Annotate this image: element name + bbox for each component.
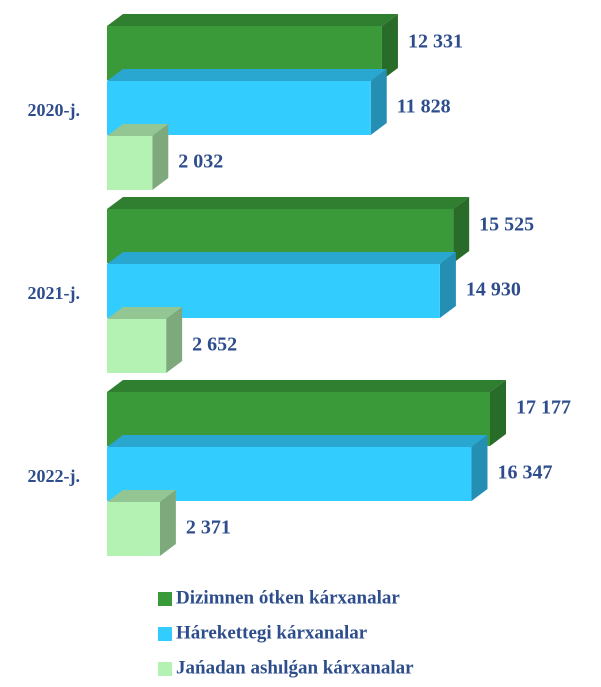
bar-side bbox=[370, 69, 387, 135]
value-label: 12 331 bbox=[408, 31, 463, 53]
bar bbox=[107, 490, 176, 556]
bar bbox=[107, 124, 169, 190]
category-label: 2022-j. bbox=[28, 466, 81, 486]
bar-side bbox=[439, 252, 456, 318]
bar-top bbox=[107, 14, 398, 26]
bar-top bbox=[107, 435, 488, 447]
bar-side bbox=[490, 380, 506, 446]
bar-top bbox=[107, 124, 169, 136]
legend-label: Jańadan ashılǵan kárxanalar bbox=[176, 657, 414, 678]
bar bbox=[107, 435, 488, 501]
bar-front bbox=[107, 502, 160, 556]
bar bbox=[107, 307, 183, 373]
bar-side bbox=[159, 490, 176, 556]
bar-top bbox=[107, 490, 176, 502]
legend-label: Dizimnen ótken kárxanalar bbox=[176, 587, 400, 608]
bar-front bbox=[107, 136, 153, 190]
bar-top bbox=[107, 380, 506, 392]
bar bbox=[107, 69, 387, 135]
legend-label: Hárekettegi kárxanalar bbox=[176, 622, 368, 643]
bar-side bbox=[453, 197, 470, 263]
bar-top bbox=[107, 252, 456, 264]
bar-front bbox=[107, 319, 167, 373]
bar-side bbox=[166, 307, 183, 373]
value-label: 15 525 bbox=[479, 214, 534, 236]
category-label: 2020-j. bbox=[28, 100, 81, 120]
category-label: 2021-j. bbox=[28, 283, 81, 303]
legend-swatch bbox=[158, 627, 172, 641]
legend-swatch bbox=[158, 662, 172, 676]
value-label: 16 347 bbox=[497, 462, 552, 484]
bar-top bbox=[107, 197, 470, 209]
value-label: 2 371 bbox=[186, 517, 231, 539]
value-label: 2 652 bbox=[192, 334, 237, 356]
bar-side bbox=[381, 14, 398, 80]
legend-swatch bbox=[158, 592, 172, 606]
value-label: 14 930 bbox=[466, 279, 521, 301]
bar-top bbox=[107, 307, 183, 319]
bar-side bbox=[471, 435, 488, 501]
bar-top bbox=[107, 69, 387, 81]
value-label: 11 828 bbox=[397, 96, 451, 118]
value-label: 2 032 bbox=[178, 151, 223, 173]
value-label: 17 177 bbox=[516, 397, 571, 419]
bar-side bbox=[152, 124, 169, 190]
